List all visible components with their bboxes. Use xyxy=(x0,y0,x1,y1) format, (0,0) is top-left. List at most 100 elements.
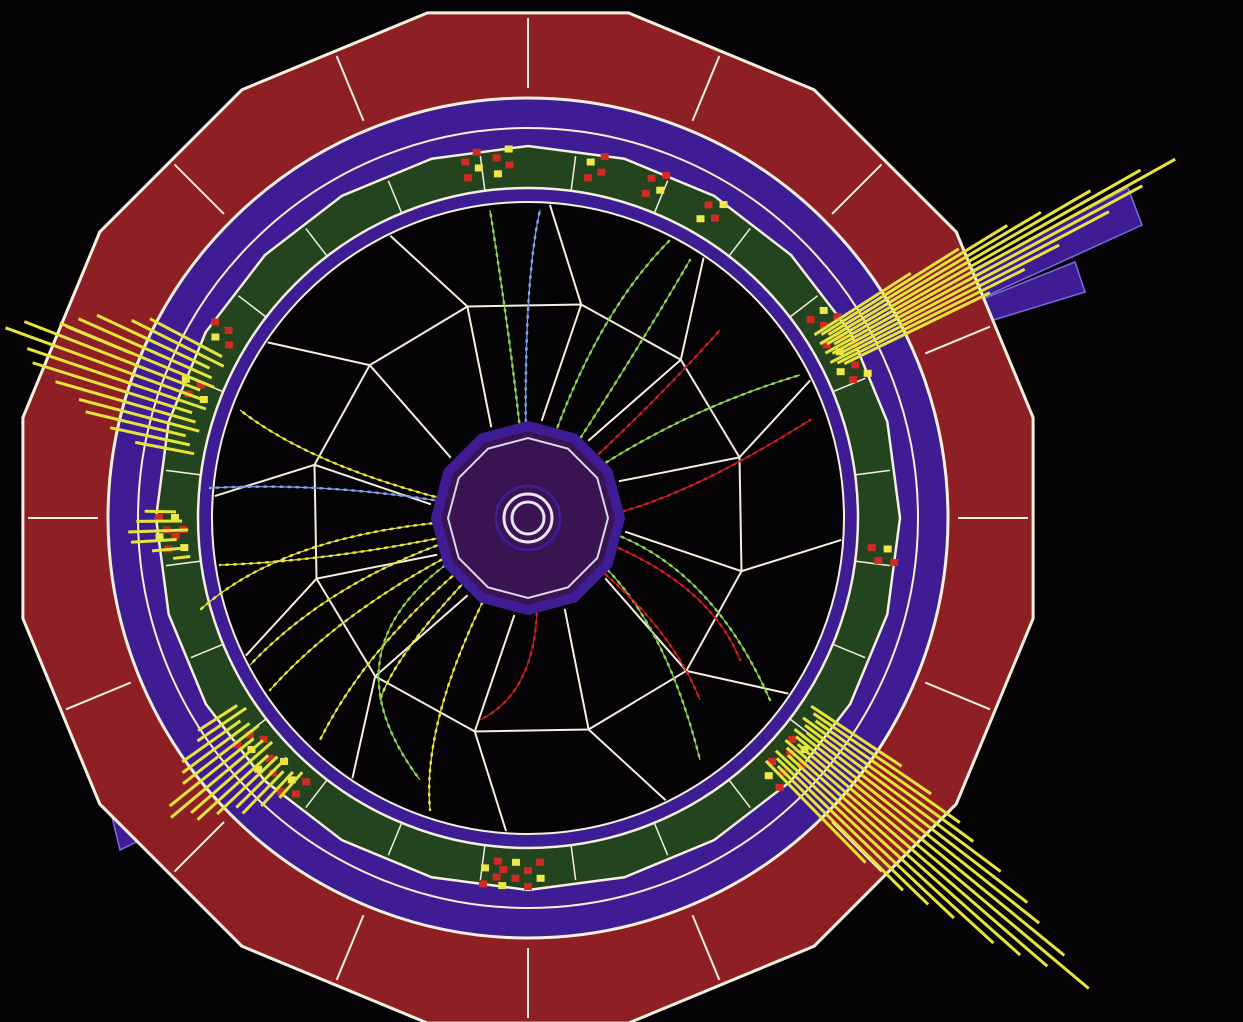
jet-upper-right-bar xyxy=(838,210,1110,356)
vertex-detector xyxy=(430,420,626,616)
jet-lower-right-bar xyxy=(793,728,1041,925)
outer-segment-divider xyxy=(65,681,132,711)
jet-lower-left-bar xyxy=(196,754,270,821)
inner-segment-divider xyxy=(190,643,224,659)
calorimeter-hit xyxy=(259,735,268,743)
calorimeter-hit xyxy=(536,874,545,882)
jet-lower-left-bar xyxy=(278,771,304,799)
jet-lower-left-bar xyxy=(197,704,238,732)
jet-lower-right-bar xyxy=(775,757,930,906)
jet-upper-left-bar xyxy=(55,380,196,424)
jet-lower-left-bar xyxy=(181,722,251,774)
calorimeter-hit xyxy=(883,545,892,553)
inner-segment-divider xyxy=(728,227,751,257)
vertex-chamber-wall xyxy=(446,436,610,600)
jet-upper-left-bar xyxy=(77,317,213,380)
calorimeter-hit xyxy=(225,341,234,349)
calorimeter-hit xyxy=(493,857,502,865)
calorimeter-hit xyxy=(583,174,592,182)
jet-lower-right-bar xyxy=(812,712,932,796)
calorimeter-hit xyxy=(492,154,501,162)
jet-lower-left-bar xyxy=(196,706,247,743)
inner-segment-divider xyxy=(855,560,890,567)
jet-upper-right-bar xyxy=(824,157,1176,355)
calorimeter-hit xyxy=(171,532,180,540)
calorimeter-hit xyxy=(786,750,795,758)
jet-upper-right-bar xyxy=(829,243,1060,364)
calorimeter-hit xyxy=(704,201,713,209)
drift-cell-ring xyxy=(313,303,743,733)
inner-segment-divider xyxy=(387,822,403,856)
calorimeter-hit xyxy=(180,544,189,552)
calorimeter-hit xyxy=(492,873,501,881)
calorimeter-hit xyxy=(788,735,797,743)
calorimeter-hit xyxy=(806,316,815,324)
calorimeter-hit xyxy=(833,313,842,321)
jet-lower-left-bar xyxy=(216,755,279,816)
jet-left-bar xyxy=(128,528,189,534)
jet-energy-bars xyxy=(5,157,1176,990)
inner-segment-divider xyxy=(305,779,328,809)
calorimeter-hit xyxy=(656,186,665,194)
calorimeter-hit xyxy=(181,375,190,383)
jet-upper-right-bar xyxy=(836,267,1026,365)
jet-upper-left-bar xyxy=(131,319,225,368)
inner-segment-divider xyxy=(653,180,669,214)
calorimeter-hit xyxy=(499,866,508,874)
jet-lower-right-bar xyxy=(805,731,1029,904)
inner-segment-divider xyxy=(479,845,486,880)
calorimeter-hit xyxy=(820,321,829,329)
calorimeter-hit xyxy=(199,396,208,404)
jet-lower-right-bar xyxy=(796,743,1090,990)
coil-line xyxy=(137,127,919,909)
calorimeter-hit xyxy=(819,306,828,314)
calorimeter-hit xyxy=(480,864,489,872)
calorimeter-hit xyxy=(863,369,872,377)
calorimeter-hit xyxy=(493,170,502,178)
inner-segment-divider xyxy=(305,227,328,257)
jet-lower-left-bar xyxy=(170,739,264,819)
jet-lower-right-bar xyxy=(802,716,975,843)
calorimeter-hit xyxy=(597,168,606,176)
calorimeter-hit xyxy=(224,326,233,334)
jet-lower-right-bar xyxy=(814,719,961,824)
jet-upper-left-bar xyxy=(5,326,204,402)
inner-segment-divider xyxy=(479,156,486,191)
jet-upper-left-bar xyxy=(85,410,187,438)
inner-segment-divider xyxy=(237,295,267,318)
calorimeter-hit xyxy=(511,858,520,866)
calorimeter-hit xyxy=(890,558,899,566)
jet-lower-right-bar xyxy=(774,749,955,920)
calorimeter-hit xyxy=(211,333,220,341)
calorimeter-hit xyxy=(472,148,481,156)
calorimeter-hit xyxy=(849,340,858,348)
jet-upper-right-bar xyxy=(843,291,991,366)
jet-lower-right-bar xyxy=(784,739,1049,968)
calorimeter-hit xyxy=(171,514,179,521)
calorimeter-hit xyxy=(196,381,205,389)
inner-segment-divider xyxy=(653,822,669,856)
jet-upper-left-bar xyxy=(26,347,207,411)
outer-segment-divider xyxy=(691,914,721,981)
jet-upper-left-bar xyxy=(149,317,223,358)
calorimeter-hit xyxy=(254,765,263,773)
calorimeter-hit xyxy=(245,731,254,739)
calorimeter-hit xyxy=(696,215,705,223)
outer-segment-divider xyxy=(173,821,225,873)
jet-upper-left-bar xyxy=(78,397,200,433)
outer-segment-divider xyxy=(173,163,225,215)
jet-lower-right-bar xyxy=(810,704,903,768)
calorimeter-hit xyxy=(767,757,776,765)
calorimeter-hit xyxy=(867,544,876,552)
jet-lower-right-bar xyxy=(764,759,867,864)
jet-lower-left-bar xyxy=(241,770,285,815)
jet-left-bar xyxy=(172,554,191,560)
inner-segment-divider xyxy=(387,180,403,214)
inner-segment-divider xyxy=(728,779,751,809)
calorimeter-hit xyxy=(647,174,656,182)
jet-upper-right-bar xyxy=(827,224,1009,336)
jet-lower-right-bar xyxy=(795,735,1066,957)
calorimeter-hit xyxy=(461,158,470,166)
inner-segment-divider xyxy=(789,295,819,318)
